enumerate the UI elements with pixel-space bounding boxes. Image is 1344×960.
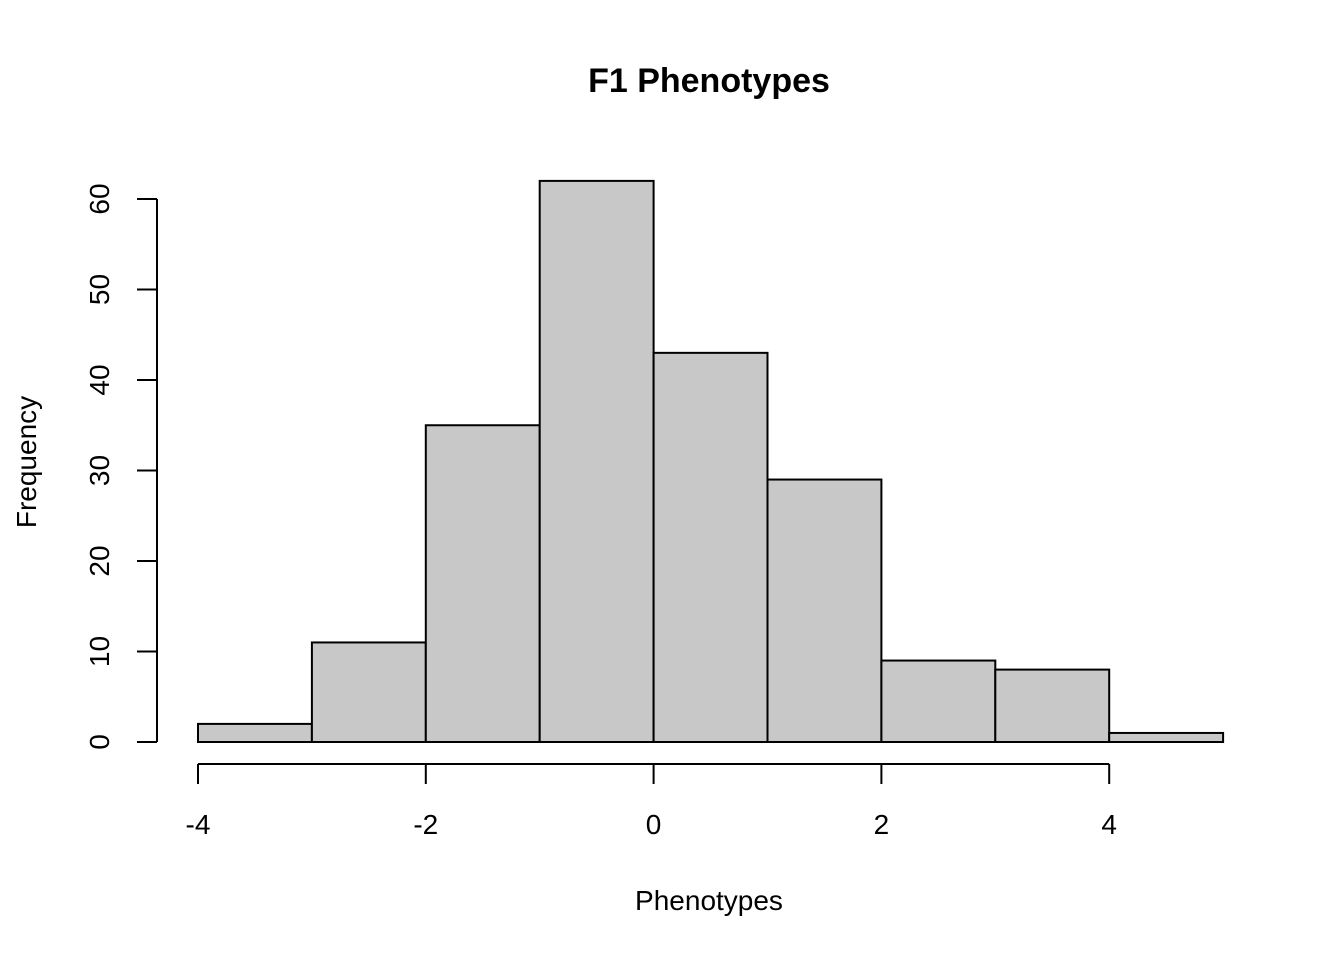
- y-tick-label: 30: [84, 455, 115, 486]
- x-tick-label: -4: [186, 809, 211, 840]
- histogram-bar: [197, 722, 313, 744]
- x-axis: -4 -2 0 2 4: [186, 763, 1117, 840]
- y-tick-label: 50: [84, 274, 115, 305]
- bars-layer: [197, 179, 1225, 744]
- x-tick-label: 0: [646, 809, 662, 840]
- histogram-bar: [652, 351, 769, 743]
- histogram-bar: [766, 478, 883, 743]
- y-tick-label: 60: [84, 183, 115, 214]
- x-axis-label: Phenotypes: [635, 885, 783, 916]
- y-tick-label: 40: [84, 364, 115, 395]
- histogram-bar: [994, 668, 1111, 743]
- y-axis: 0 10 20 30 40 50 60: [84, 183, 158, 750]
- x-tick-label: 2: [874, 809, 890, 840]
- histogram-bar: [424, 424, 541, 743]
- x-tick-label: -2: [413, 809, 438, 840]
- y-tick-label: 0: [84, 734, 115, 750]
- x-tick-label: 4: [1101, 809, 1117, 840]
- y-axis-label: Frequency: [11, 396, 42, 528]
- histogram-bar: [880, 659, 997, 743]
- histogram-bar: [538, 179, 655, 743]
- y-tick-label: 20: [84, 545, 115, 576]
- histogram-bar: [310, 641, 427, 744]
- y-tick-label: 10: [84, 636, 115, 667]
- chart-title: F1 Phenotypes: [588, 62, 830, 100]
- histogram-bar: [1108, 731, 1225, 744]
